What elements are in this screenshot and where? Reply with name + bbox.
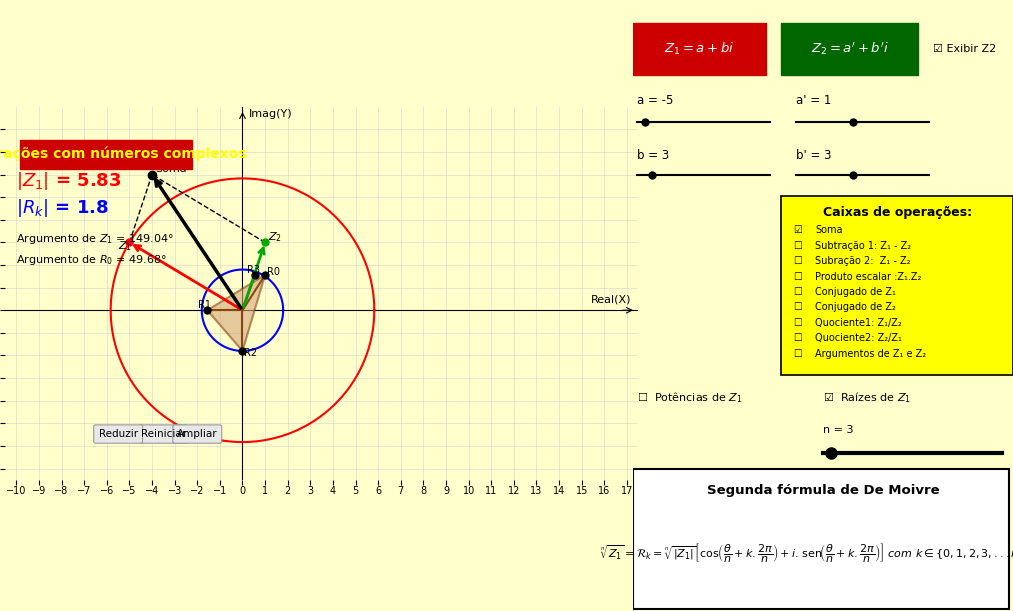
Text: Segunda fórmula de De Moivre: Segunda fórmula de De Moivre bbox=[707, 484, 939, 497]
Text: Imag(Y): Imag(Y) bbox=[249, 109, 293, 119]
FancyBboxPatch shape bbox=[20, 139, 191, 169]
Text: a' = 1: a' = 1 bbox=[796, 93, 832, 107]
Text: $Z_1 = a + bi$: $Z_1 = a + bi$ bbox=[665, 41, 734, 57]
Text: $|Z_1|$ = 5.83: $|Z_1|$ = 5.83 bbox=[16, 170, 122, 192]
Text: Produto escalar :Z₁.Z₂: Produto escalar :Z₁.Z₂ bbox=[815, 271, 922, 282]
Text: ☐: ☐ bbox=[793, 318, 801, 327]
Text: $Z_2 = a' + b'i$: $Z_2 = a' + b'i$ bbox=[810, 40, 888, 57]
Text: R3: R3 bbox=[247, 265, 260, 275]
Text: Subtração 1: Z₁ - Z₂: Subtração 1: Z₁ - Z₂ bbox=[815, 241, 912, 251]
FancyBboxPatch shape bbox=[139, 425, 187, 443]
Text: ☐: ☐ bbox=[793, 256, 801, 266]
Text: ☐: ☐ bbox=[793, 271, 801, 282]
Text: ☑: ☑ bbox=[793, 225, 801, 235]
Text: ☐: ☐ bbox=[793, 348, 801, 359]
Text: Caixas de operações:: Caixas de operações: bbox=[823, 205, 971, 219]
Text: R1: R1 bbox=[199, 301, 211, 310]
Text: Soma: Soma bbox=[155, 164, 187, 174]
Text: Reiniciar: Reiniciar bbox=[141, 429, 186, 439]
Text: ☐: ☐ bbox=[793, 302, 801, 312]
Text: ☑ Exibir Z2: ☑ Exibir Z2 bbox=[933, 44, 997, 54]
Text: Argumento de $Z_1$ = 149.04°: Argumento de $Z_1$ = 149.04° bbox=[16, 232, 174, 246]
Text: b' = 3: b' = 3 bbox=[796, 148, 832, 162]
Text: Conjugado de Z₁: Conjugado de Z₁ bbox=[815, 287, 897, 297]
Text: R0: R0 bbox=[266, 267, 280, 277]
Text: ☐: ☐ bbox=[793, 333, 801, 343]
Text: a = -5: a = -5 bbox=[637, 93, 674, 107]
Text: Operações com números complexos: Operações com números complexos bbox=[0, 147, 246, 161]
Text: Reduzir: Reduzir bbox=[98, 429, 138, 439]
Text: Argumentos de Z₁ e Z₂: Argumentos de Z₁ e Z₂ bbox=[815, 348, 927, 359]
Text: Soma: Soma bbox=[815, 225, 843, 235]
FancyBboxPatch shape bbox=[633, 469, 1009, 609]
Text: ☑  Raízes de $Z_1$: ☑ Raízes de $Z_1$ bbox=[824, 390, 911, 405]
Text: Real(X): Real(X) bbox=[591, 295, 631, 305]
Text: R2: R2 bbox=[244, 348, 257, 358]
Text: ☐  Potências de $Z_1$: ☐ Potências de $Z_1$ bbox=[637, 390, 743, 405]
Text: Quociente2: Z₂/Z₁: Quociente2: Z₂/Z₁ bbox=[815, 333, 903, 343]
Text: b = 3: b = 3 bbox=[637, 148, 670, 162]
Text: $Z_1$: $Z_1$ bbox=[119, 239, 133, 253]
Text: $|R_k|$ = 1.8: $|R_k|$ = 1.8 bbox=[16, 197, 109, 219]
Text: ☐: ☐ bbox=[793, 287, 801, 297]
FancyBboxPatch shape bbox=[173, 425, 222, 443]
FancyBboxPatch shape bbox=[93, 425, 143, 443]
FancyBboxPatch shape bbox=[781, 23, 918, 75]
Text: Argumento de $R_0$ = 49.68°: Argumento de $R_0$ = 49.68° bbox=[16, 253, 167, 267]
Text: n = 3: n = 3 bbox=[824, 425, 854, 435]
Polygon shape bbox=[208, 275, 265, 351]
FancyBboxPatch shape bbox=[781, 196, 1013, 375]
FancyBboxPatch shape bbox=[633, 23, 766, 75]
Text: Conjugado de Z₂: Conjugado de Z₂ bbox=[815, 302, 897, 312]
Text: $\sqrt[n]{Z_1} = \mathcal{R}_k = \sqrt[n]{|Z_1|}$$\left[\cos\!\left(\dfrac{\thet: $\sqrt[n]{Z_1} = \mathcal{R}_k = \sqrt[n… bbox=[600, 541, 1013, 565]
Text: $Z_2$: $Z_2$ bbox=[268, 230, 283, 244]
Text: Subração 2:  Z₁ - Z₂: Subração 2: Z₁ - Z₂ bbox=[815, 256, 911, 266]
Text: ☐: ☐ bbox=[793, 241, 801, 251]
Text: Quociente1: Z₁/Z₂: Quociente1: Z₁/Z₂ bbox=[815, 318, 903, 327]
Text: Ampliar: Ampliar bbox=[177, 429, 218, 439]
